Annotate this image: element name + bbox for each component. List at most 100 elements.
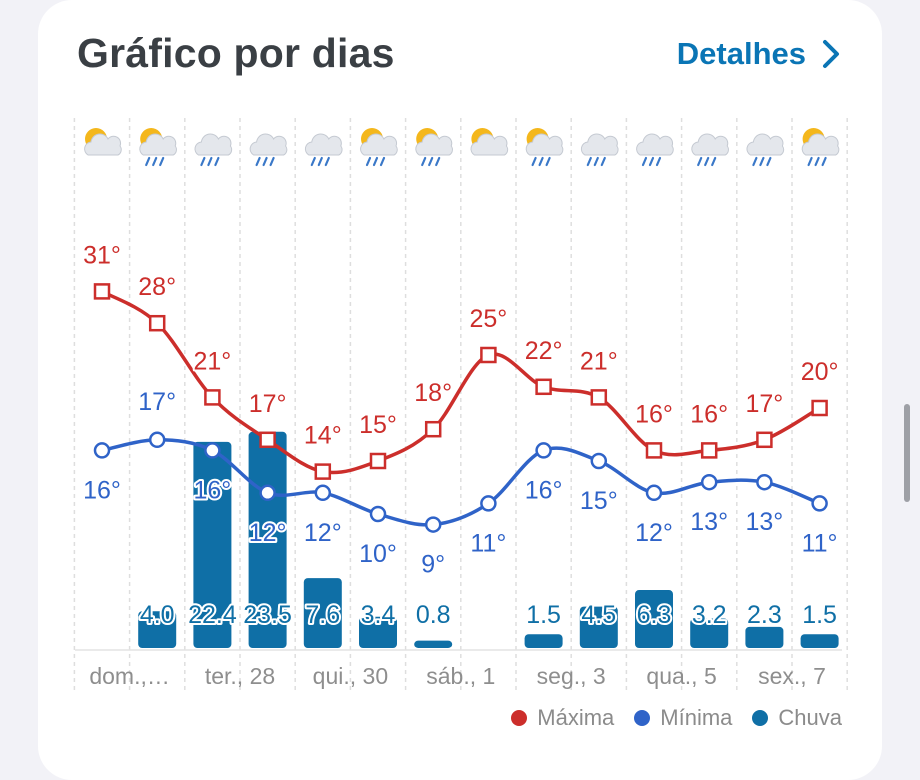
max-temp-point (424, 420, 442, 438)
raindrop (586, 156, 592, 167)
rain-value-label: 22.4 (188, 601, 237, 629)
legend-min-label: Mínima (660, 705, 733, 730)
max-temp-label: 25° (469, 305, 507, 333)
min-temp-label: 16° (193, 476, 231, 504)
rain-bar (359, 616, 397, 648)
rain-bar (524, 634, 563, 648)
raindrop (821, 156, 827, 167)
rain-bar (303, 578, 342, 648)
min-temp-point (424, 516, 442, 533)
rain-value-label: 4.0 (140, 601, 175, 629)
raindrop (200, 156, 206, 167)
raindrop (531, 156, 537, 167)
date-label: dom.,… (89, 663, 170, 689)
max-temp-label: 17° (249, 390, 287, 418)
raindrop (648, 156, 655, 167)
cloud-rain-icon (636, 133, 674, 167)
legend-item-max: Máxima (511, 705, 614, 731)
cloud-shape (746, 133, 785, 156)
vertical-scrollbar[interactable] (904, 404, 910, 502)
cloud-shape (691, 133, 729, 156)
max-temp-point (811, 399, 828, 417)
rain-value-label: 1.5 (526, 601, 561, 629)
max-temp-label: 18° (414, 379, 452, 407)
max-temp-label: 16° (690, 400, 728, 428)
date-label: qua., 5 (646, 663, 716, 689)
min-temp-point (259, 484, 276, 502)
raindrop (255, 156, 261, 167)
rain-value-label: 23.5 (243, 601, 292, 629)
min-temp-point (700, 473, 718, 491)
max-temp-point (700, 442, 718, 459)
cloud-rain-icon (746, 133, 785, 167)
cloud-shape (801, 133, 840, 156)
raindrop (324, 156, 330, 167)
min-temp-point (480, 495, 497, 512)
min-temp-label: 13° (690, 508, 728, 536)
legend-max-dot (511, 710, 528, 726)
max-temp-point (590, 389, 608, 406)
rain-value-label: 6.3 (637, 601, 672, 629)
sun-cloud-rain-icon (801, 128, 840, 167)
raindrop (711, 156, 717, 167)
legend-min-dot (634, 710, 651, 726)
cloud-rain-icon (691, 133, 729, 167)
cloud-shape (415, 133, 453, 156)
max-temp-point (480, 346, 497, 364)
raindrop (814, 156, 820, 167)
rain-value-label: 3.2 (692, 601, 727, 629)
rain-value-label: 2.3 (747, 601, 782, 629)
max-temp-label: 16° (635, 400, 673, 428)
rain-value-label: 4.5 (581, 601, 616, 629)
max-temp-label: 21° (193, 347, 231, 375)
min-temp-label: 12° (635, 519, 673, 547)
min-temp-point (590, 452, 608, 470)
daily-forecast-chart: 31° 28° 21° 17° 14° 15° 18° 25° 22° 21° 16° 16° 17° 2… (73, 118, 848, 692)
sun-cloud-rain-icon (415, 128, 453, 167)
min-temp-point (756, 473, 773, 491)
raindrop (365, 156, 372, 167)
raindrop (766, 156, 772, 167)
cloud-shape (194, 133, 233, 156)
max-temp-label: 14° (304, 422, 342, 450)
rain-value-label: 1.5 (802, 601, 837, 629)
raindrop (752, 156, 758, 167)
raindrop (807, 156, 813, 167)
raindrop (759, 156, 765, 167)
rain-bar (579, 606, 618, 648)
min-temp-label: 11° (802, 529, 838, 557)
date-label: qui., 30 (313, 663, 388, 689)
max-temp-label: 21° (580, 347, 618, 375)
details-button[interactable]: Detalhes (677, 36, 840, 72)
raindrop (697, 156, 703, 167)
rain-value-label: 7.6 (305, 601, 340, 629)
min-temp-label: 13° (745, 508, 783, 536)
max-temp-point (756, 431, 773, 449)
max-temp-point (535, 378, 552, 396)
legend-rain-dot (752, 710, 769, 726)
min-temp-label: 16° (83, 476, 121, 504)
min-temp-label: 10° (359, 540, 397, 568)
rain-bar (745, 626, 784, 648)
max-temp-label: 22° (525, 337, 563, 365)
max-temp-label: 17° (745, 390, 783, 418)
raindrop (214, 156, 220, 167)
min-temp-label: 17° (138, 388, 176, 416)
raindrop (538, 156, 544, 167)
min-temp-label: 11° (470, 529, 506, 557)
cloud-shape (360, 133, 398, 156)
max-temp-label: 15° (359, 411, 397, 439)
raindrop (372, 156, 379, 167)
max-temp-point (645, 442, 663, 459)
min-temp-point (204, 442, 221, 459)
min-temp-point (369, 505, 387, 523)
raindrop (269, 156, 275, 167)
min-temp-label: 12° (249, 519, 287, 547)
min-temp-label: 15° (580, 487, 618, 515)
max-temp-point (148, 314, 166, 332)
min-temp-label: 12° (304, 519, 342, 547)
raindrop (152, 156, 158, 167)
min-temp-point (148, 431, 166, 449)
min-temp-point (811, 495, 828, 512)
raindrop (655, 156, 662, 167)
